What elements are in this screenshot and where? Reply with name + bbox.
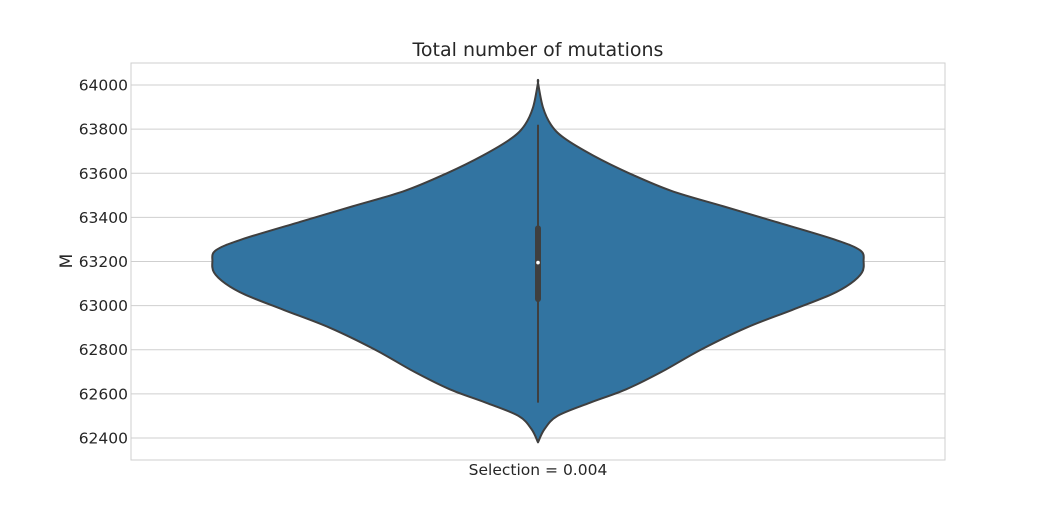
y-tick-label: 63200 [79, 253, 128, 271]
y-tick-label: 63800 [79, 121, 128, 139]
plot-frame [130, 62, 946, 461]
median-point [536, 260, 540, 265]
y-axis: 62400 62600 62800 63000 63200 63400 63600 63800… [79, 77, 128, 448]
chart-title: Total number of mutations [412, 39, 664, 61]
y-tick-label: 64000 [79, 77, 128, 95]
y-tick-label: 63000 [79, 297, 128, 315]
y-tick-label: 63600 [79, 165, 128, 183]
x-tick-label: Selection = 0.004 [469, 461, 608, 479]
x-axis: Selection = 0.004 [469, 461, 608, 479]
violin-group [211, 78, 865, 444]
y-tick-label: 62600 [79, 385, 128, 403]
y-tick-label: 62800 [79, 341, 128, 359]
y-tick-label: 63400 [79, 209, 128, 227]
y-axis-label: M [57, 254, 77, 269]
y-tick-label: 62400 [79, 429, 128, 447]
